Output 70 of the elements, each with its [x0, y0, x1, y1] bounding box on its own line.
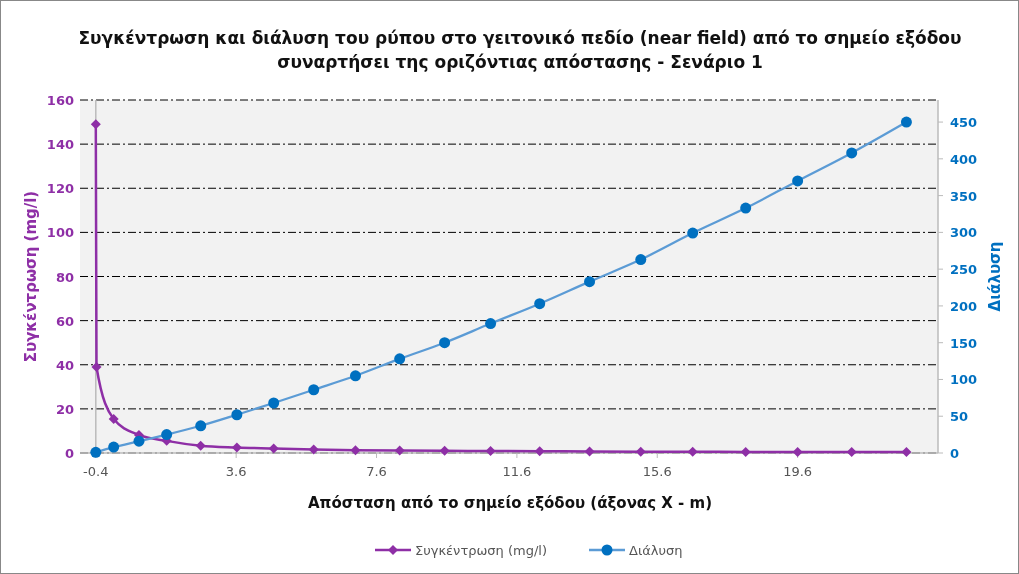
point [846, 147, 858, 159]
point [534, 298, 546, 310]
x-tick-label: 7.6 [366, 464, 387, 479]
x-tick-label: 19.6 [783, 464, 813, 479]
point [90, 446, 102, 458]
point [308, 444, 319, 455]
point [108, 414, 119, 425]
y-tick-label: 40 [55, 357, 74, 373]
point [90, 119, 101, 130]
y2-tick-label: 450 [950, 115, 978, 131]
chart-title: Συγκέντρωση και διάλυση του ρύπου στο γειτονικό πεδίο (near field) από το σημείο εξόδου συναρτήσει της οριζόντιας απόστασης - Σενάριο 1 [78, 28, 962, 72]
point [792, 175, 804, 187]
point [792, 446, 803, 457]
y-tick-label: 60 [55, 313, 74, 329]
x-axis-title: Απόσταση από το σημείο εξόδου (άξονας X - m) [307, 494, 713, 512]
point [439, 445, 450, 456]
y2-tick-label: 100 [950, 372, 978, 388]
y-tick-label: 140 [46, 137, 74, 153]
point [687, 446, 698, 457]
y-axis-title: Συγκέντρωση (mg/l) [22, 190, 40, 363]
y-tick-label: 0 [64, 446, 74, 461]
y2-tick-label: 300 [950, 225, 978, 241]
point [195, 420, 207, 432]
point [91, 361, 102, 372]
point [108, 441, 120, 453]
y2-tick-label: 0 [950, 446, 960, 461]
point [349, 370, 361, 382]
point [231, 442, 242, 453]
point [268, 443, 279, 454]
y-tick-label: 120 [46, 181, 74, 197]
y2-tick-label: 400 [950, 151, 978, 167]
point [584, 276, 596, 288]
point [485, 318, 497, 330]
point [584, 446, 595, 457]
y-tick-label: 100 [46, 225, 74, 241]
y-tick-label: 160 [46, 93, 74, 108]
point [161, 429, 173, 441]
point [308, 384, 320, 396]
y2-tick-label: 150 [950, 335, 978, 351]
x-tick-label: -0.4 [83, 464, 109, 479]
point [740, 202, 752, 214]
y2-tick-label: 50 [950, 409, 969, 425]
y2-tick-label: 250 [950, 262, 978, 278]
point [900, 116, 912, 128]
x-tick-label: 15.6 [642, 464, 672, 479]
y2-axis-title: Διάλυση [986, 241, 1004, 312]
y-tick-label: 20 [55, 401, 74, 417]
point [635, 446, 646, 457]
point [687, 227, 699, 239]
legend-label: Συγκέντρωση (mg/l) [415, 543, 548, 558]
point [439, 337, 451, 349]
point [485, 446, 496, 457]
point [534, 446, 545, 457]
point [231, 409, 243, 421]
y2-tick-label: 200 [950, 298, 978, 314]
point [635, 254, 647, 266]
point [846, 447, 857, 458]
point [901, 447, 912, 458]
point [740, 446, 751, 457]
point [133, 435, 145, 447]
x-tick-label: 3.6 [225, 464, 247, 479]
point [195, 440, 206, 451]
y-tick-label: 80 [55, 269, 74, 285]
point [394, 445, 405, 456]
point [350, 445, 361, 456]
y2-tick-label: 350 [950, 188, 978, 204]
x-tick-label: 11.6 [502, 464, 532, 479]
point [268, 397, 280, 409]
legend-label: Διάλυση [629, 543, 683, 558]
point [394, 353, 406, 365]
